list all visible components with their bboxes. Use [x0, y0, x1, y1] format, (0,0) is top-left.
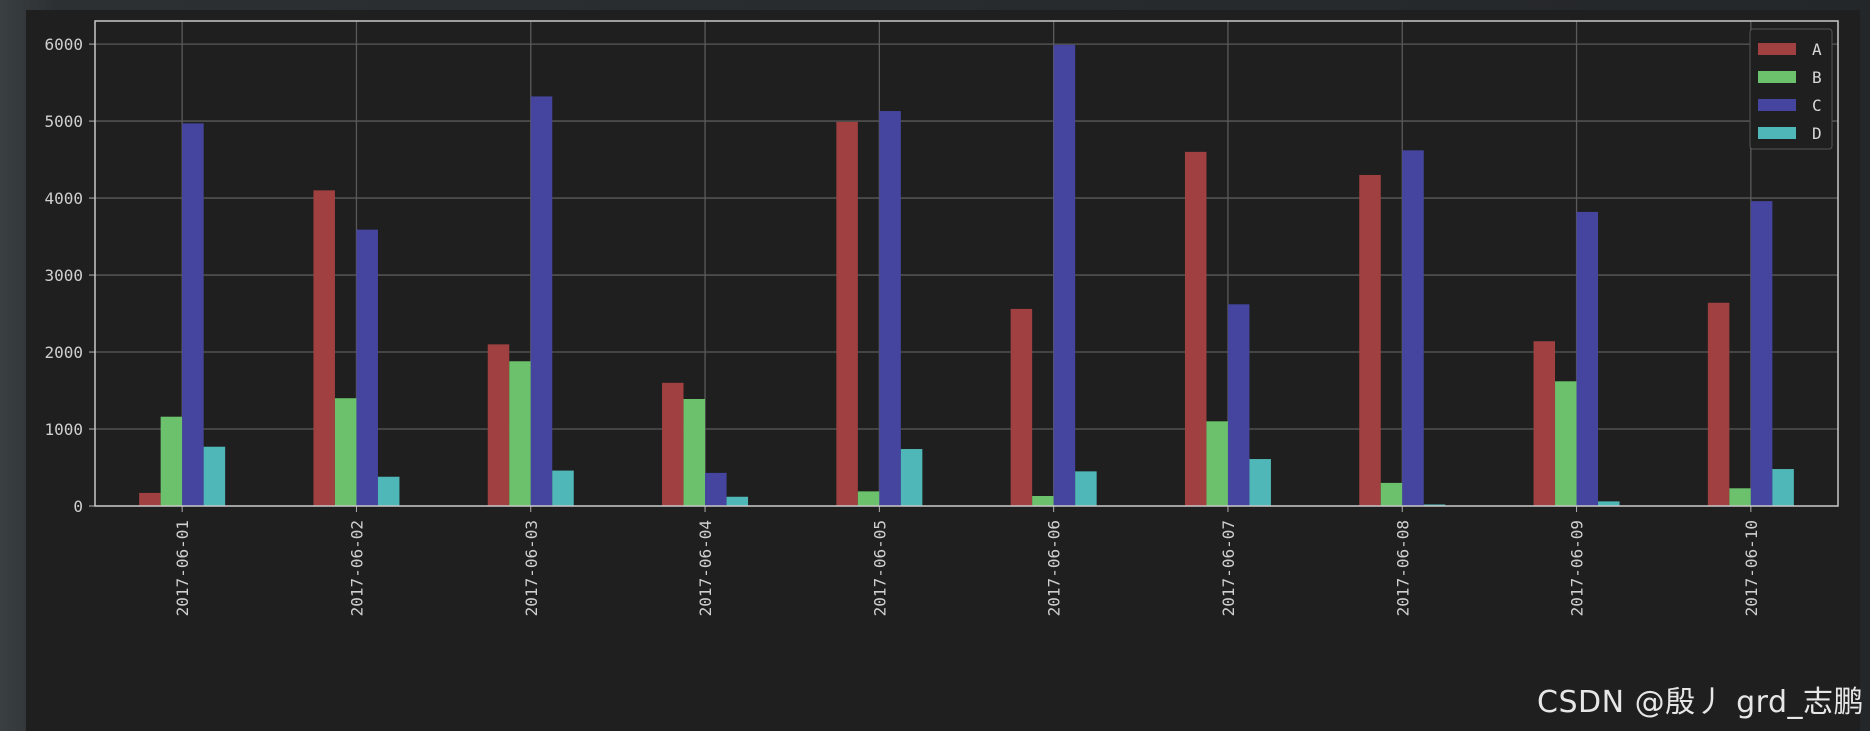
bar-chart: 0 1000 2000 3000 4000 5000 6000 2017-06-01 2017-… [44, 20, 1839, 616]
legend-label-C: C [1812, 96, 1822, 115]
x-tick-label: 2017-06-06 [1045, 520, 1064, 616]
x-tick-label: 2017-06-08 [1393, 520, 1412, 616]
bar-C-2017-06-06 [1053, 44, 1076, 506]
bar-B-2017-06-05 [857, 491, 880, 506]
bar-C-2017-06-08 [1402, 150, 1424, 507]
bar-B-2017-06-06 [1032, 495, 1054, 506]
y-tick-label: 2000 [44, 343, 83, 362]
legend-swatch-A [1758, 43, 1796, 55]
bar-C-2017-06-04 [705, 472, 727, 506]
plot-frame [94, 20, 1839, 507]
bar-B-2017-06-09 [1555, 381, 1577, 506]
bar-B-2017-06-01 [160, 416, 183, 506]
bar-D-2017-06-05 [900, 449, 923, 506]
bar-A-2017-06-05 [836, 121, 858, 506]
x-tick-label: 2017-06-07 [1219, 520, 1238, 616]
bar-D-2017-06-03 [552, 470, 574, 506]
bar-B-2017-06-08 [1380, 482, 1403, 506]
bar-D-2017-06-09 [1598, 501, 1620, 506]
legend-box [1749, 28, 1833, 150]
y-tick-label: 3000 [44, 266, 83, 285]
y-tick-label: 5000 [44, 112, 83, 131]
y-tick-label: 1000 [44, 420, 83, 439]
bar-A-2017-06-04 [662, 382, 684, 506]
x-tick-label: 2017-06-02 [347, 520, 366, 616]
watermark-text: CSDN @殷丿 grd_志鹏 [1537, 685, 1864, 720]
bar-B-2017-06-02 [334, 398, 357, 506]
bar-C-2017-06-07 [1227, 304, 1250, 506]
bar-A-2017-06-06 [1010, 308, 1033, 506]
bar-D-2017-06-02 [377, 476, 400, 506]
x-tick-label: 2017-06-05 [870, 520, 889, 616]
x-tick-label: 2017-06-09 [1568, 520, 1587, 616]
bar-C-2017-06-09 [1576, 211, 1599, 506]
bar-C-2017-06-05 [879, 111, 901, 507]
bar-B-2017-06-03 [509, 361, 531, 506]
bar-D-2017-06-04 [726, 496, 749, 506]
chart-panel: 0 1000 2000 3000 4000 5000 6000 2017-06-01 2017-… [26, 10, 1860, 731]
legend-swatch-C [1758, 99, 1796, 111]
bar-B-2017-06-10 [1729, 488, 1751, 506]
bar-A-2017-06-03 [487, 344, 510, 506]
bar-B-2017-06-04 [683, 398, 706, 506]
legend-label-D: D [1812, 124, 1822, 143]
bar-D-2017-06-01 [203, 446, 226, 506]
bars [139, 44, 1794, 507]
x-tick-label: 2017-06-10 [1742, 520, 1761, 616]
bar-A-2017-06-02 [313, 190, 335, 506]
bar-D-2017-06-06 [1075, 471, 1097, 506]
bar-C-2017-06-03 [530, 96, 553, 506]
bar-D-2017-06-10 [1772, 469, 1794, 506]
bar-B-2017-06-07 [1206, 421, 1228, 506]
bar-A-2017-06-08 [1359, 174, 1381, 506]
y-tick-label: 6000 [44, 35, 83, 54]
bar-C-2017-06-02 [356, 229, 378, 506]
x-tick-label: 2017-06-04 [696, 520, 715, 616]
legend-label-B: B [1812, 68, 1822, 87]
x-tick-label: 2017-06-01 [173, 520, 192, 616]
bar-A-2017-06-07 [1184, 151, 1207, 506]
legend-swatch-B [1758, 71, 1796, 83]
bar-C-2017-06-01 [182, 123, 204, 506]
y-tick-label: 0 [73, 497, 83, 516]
bar-D-2017-06-07 [1249, 459, 1271, 506]
bar-A-2017-06-10 [1707, 302, 1730, 506]
bar-A-2017-06-01 [139, 492, 161, 506]
bar-A-2017-06-09 [1533, 341, 1556, 506]
legend-label-A: A [1812, 40, 1822, 59]
axes: 0 1000 2000 3000 4000 5000 6000 2017-06-01 2017-… [44, 20, 1839, 616]
y-tick-label: 4000 [44, 189, 83, 208]
x-tick-label: 2017-06-03 [522, 520, 541, 616]
legend-swatch-D [1758, 127, 1796, 139]
bar-C-2017-06-10 [1750, 201, 1773, 506]
bar-D-2017-06-08 [1423, 504, 1446, 506]
